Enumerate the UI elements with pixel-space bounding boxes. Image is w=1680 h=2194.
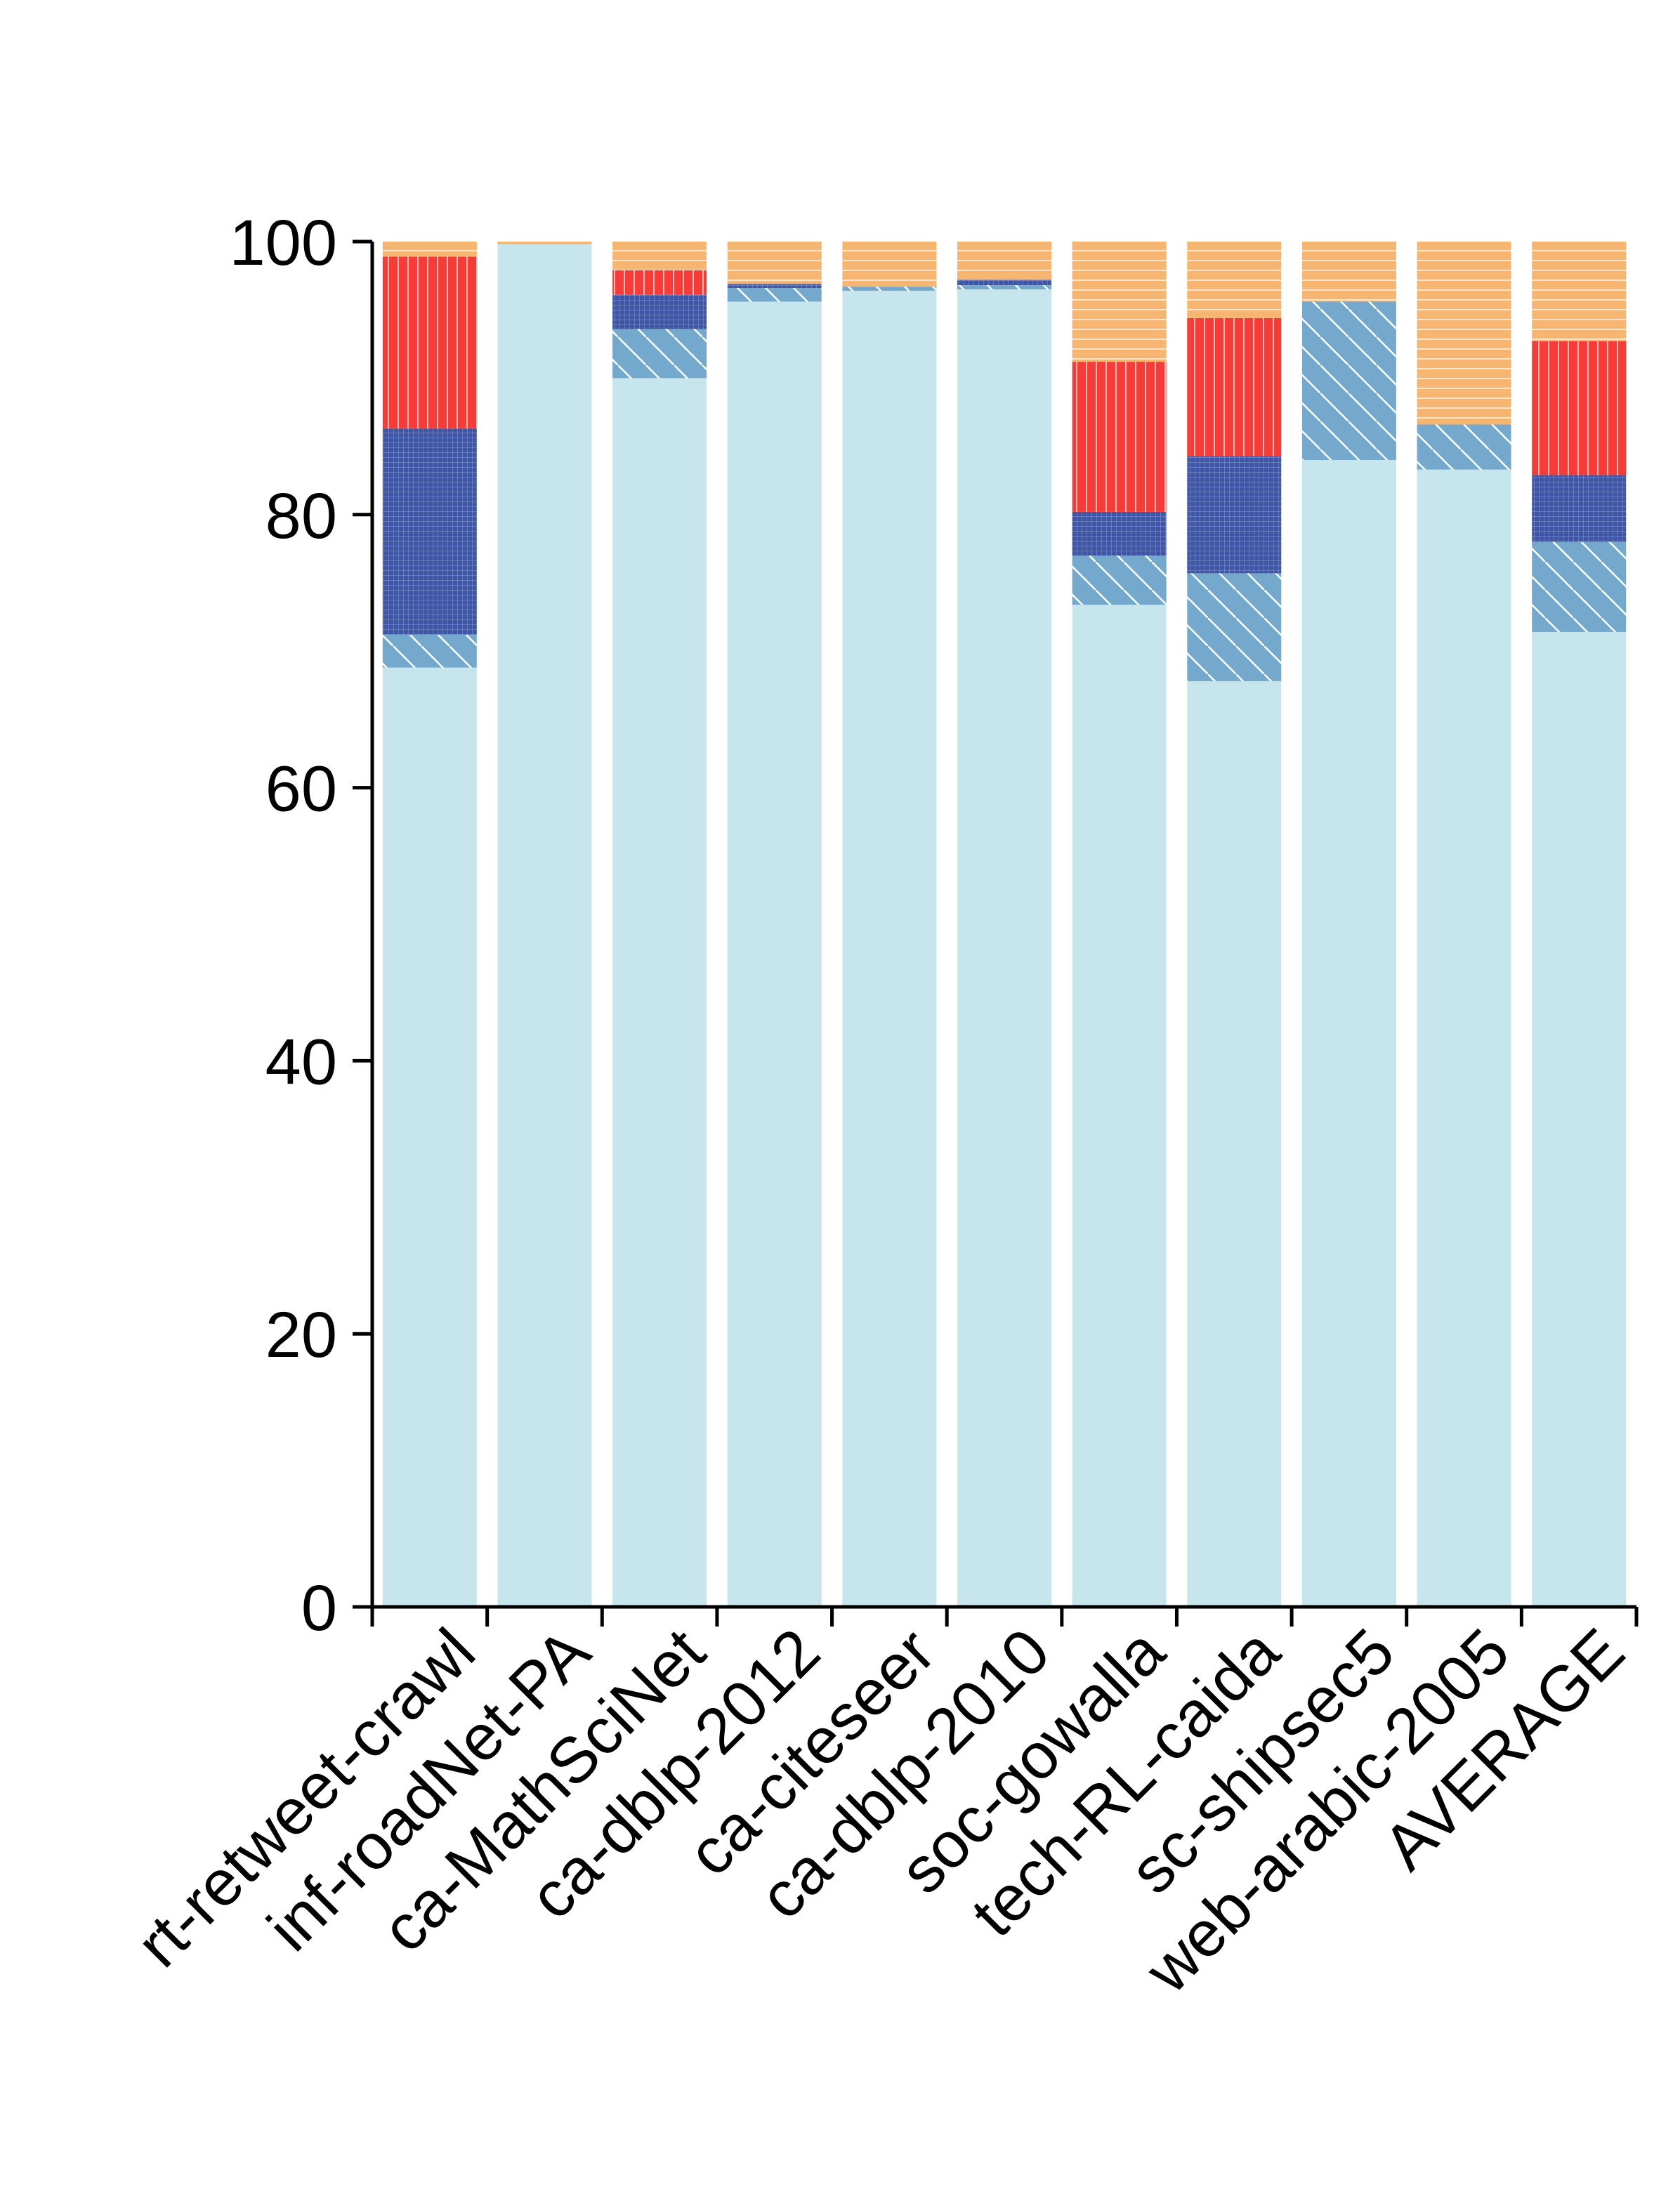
bar-soc-gowalla-segment-2 — [1072, 556, 1167, 605]
bar-soc-gowalla-segment-1 — [1072, 605, 1167, 1607]
bar-ca-dblp-2012-segment-5 — [727, 242, 822, 284]
axes-layer — [353, 239, 1639, 1627]
bar-rt-retweet-crawl-segment-3 — [382, 428, 477, 635]
bar-tech-RL-caida-segment-4 — [1187, 317, 1282, 456]
bar-ca-citeseer-segment-1 — [842, 290, 937, 1607]
bar-ca-citeseer-segment-2 — [842, 287, 937, 291]
bar-sc-shipsec5-segment-2 — [1301, 301, 1396, 461]
bar-soc-gowalla-segment-5 — [1072, 242, 1167, 362]
bar-ca-MathSciNet-segment-3 — [612, 294, 707, 329]
bar-AVERAGE-segment-3 — [1532, 475, 1627, 542]
bar-rt-retweet-crawl-segment-5 — [382, 242, 477, 257]
bar-tech-RL-caida-segment-1 — [1187, 681, 1282, 1607]
bar-rt-retweet-crawl-segment-2 — [382, 634, 477, 668]
bar-tech-RL-caida-segment-2 — [1187, 573, 1282, 681]
bar-ca-dblp-2010-segment-2 — [957, 285, 1051, 290]
bar-AVERAGE-segment-4 — [1532, 341, 1627, 475]
bar-ca-dblp-2012-segment-1 — [727, 301, 822, 1607]
y-tick-label: 40 — [265, 1026, 337, 1098]
bar-ca-dblp-2012-segment-2 — [727, 288, 822, 302]
bar-ca-MathSciNet-segment-2 — [612, 329, 707, 379]
bar-web-arabic-2005-segment-1 — [1417, 469, 1511, 1608]
bar-soc-gowalla-segment-3 — [1072, 511, 1167, 556]
bar-web-arabic-2005-segment-5 — [1417, 242, 1511, 425]
bars-layer — [382, 242, 1627, 1608]
y-tick-label: 0 — [301, 1572, 337, 1644]
y-tick-label: 20 — [265, 1299, 337, 1371]
bar-ca-dblp-2010-segment-1 — [957, 289, 1051, 1607]
bar-sc-shipsec5-segment-1 — [1301, 460, 1396, 1607]
bar-rt-retweet-crawl-segment-4 — [382, 256, 477, 429]
bar-AVERAGE-segment-5 — [1532, 242, 1627, 341]
bar-web-arabic-2005-segment-2 — [1417, 424, 1511, 470]
bar-ca-MathSciNet-segment-5 — [612, 242, 707, 270]
bar-rt-retweet-crawl-segment-1 — [382, 667, 477, 1607]
bar-ca-MathSciNet-segment-4 — [612, 270, 707, 295]
bar-ca-dblp-2012-segment-3 — [727, 284, 822, 289]
bar-sc-shipsec5-segment-5 — [1301, 242, 1396, 302]
bar-inf-roadNet-PA-segment-5 — [497, 242, 592, 244]
bar-ca-dblp-2010-segment-5 — [957, 242, 1051, 280]
bar-tech-RL-caida-segment-5 — [1187, 242, 1282, 318]
bar-ca-MathSciNet-segment-1 — [612, 378, 707, 1607]
bar-inf-roadNet-PA-segment-1 — [497, 244, 592, 1608]
bar-AVERAGE-segment-1 — [1532, 631, 1627, 1607]
y-tick-label: 80 — [265, 480, 337, 552]
y-tick-label: 100 — [230, 207, 338, 279]
y-tick-label: 60 — [265, 754, 337, 825]
bar-AVERAGE-segment-2 — [1532, 541, 1627, 632]
bar-soc-gowalla-segment-4 — [1072, 362, 1167, 512]
bar-ca-citeseer-segment-5 — [842, 242, 937, 287]
bar-ca-dblp-2010-segment-3 — [957, 280, 1051, 286]
bar-tech-RL-caida-segment-3 — [1187, 456, 1282, 574]
